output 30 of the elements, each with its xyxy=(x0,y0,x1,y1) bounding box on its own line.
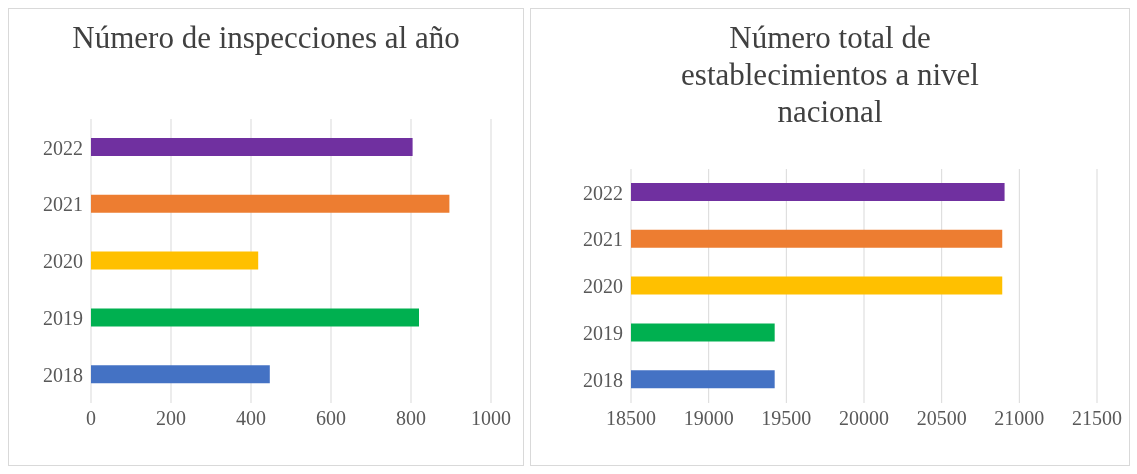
x-tick-label: 400 xyxy=(236,407,266,430)
x-tick-label: 20000 xyxy=(839,407,889,430)
bar xyxy=(91,308,419,327)
y-tick-label: 2020 xyxy=(43,250,83,273)
x-tick-label: 19000 xyxy=(683,407,734,430)
chart-title: Número total de establecimientos a nivel nacional xyxy=(680,19,980,131)
x-tick-label: 18500 xyxy=(606,407,656,430)
y-tick-label: 2018 xyxy=(583,368,623,391)
x-tick-label: 600 xyxy=(316,407,346,430)
x-tick-label: 21500 xyxy=(1072,407,1122,430)
bar xyxy=(91,194,450,213)
chart-title: Número de inspecciones al año xyxy=(71,19,461,57)
y-tick-label: 2022 xyxy=(583,181,623,204)
x-tick-label: 19500 xyxy=(761,407,812,430)
y-tick-label: 2022 xyxy=(43,136,83,159)
x-tick-label: 21000 xyxy=(994,407,1045,430)
y-tick-label: 2018 xyxy=(43,363,83,386)
y-tick-label: 2020 xyxy=(583,275,623,298)
x-tick-label: 200 xyxy=(156,407,186,430)
y-tick-label: 2019 xyxy=(583,321,623,344)
y-tick-label: 2021 xyxy=(43,193,83,216)
x-tick-label: 0 xyxy=(86,407,96,430)
x-tick-label: 800 xyxy=(396,407,426,430)
bar xyxy=(91,138,413,156)
y-tick-label: 2021 xyxy=(583,228,623,251)
bar xyxy=(91,365,270,384)
bar xyxy=(91,251,259,270)
x-tick-label: 1000 xyxy=(471,407,511,430)
y-tick-label: 2019 xyxy=(43,306,83,329)
x-tick-label: 20500 xyxy=(916,407,967,430)
